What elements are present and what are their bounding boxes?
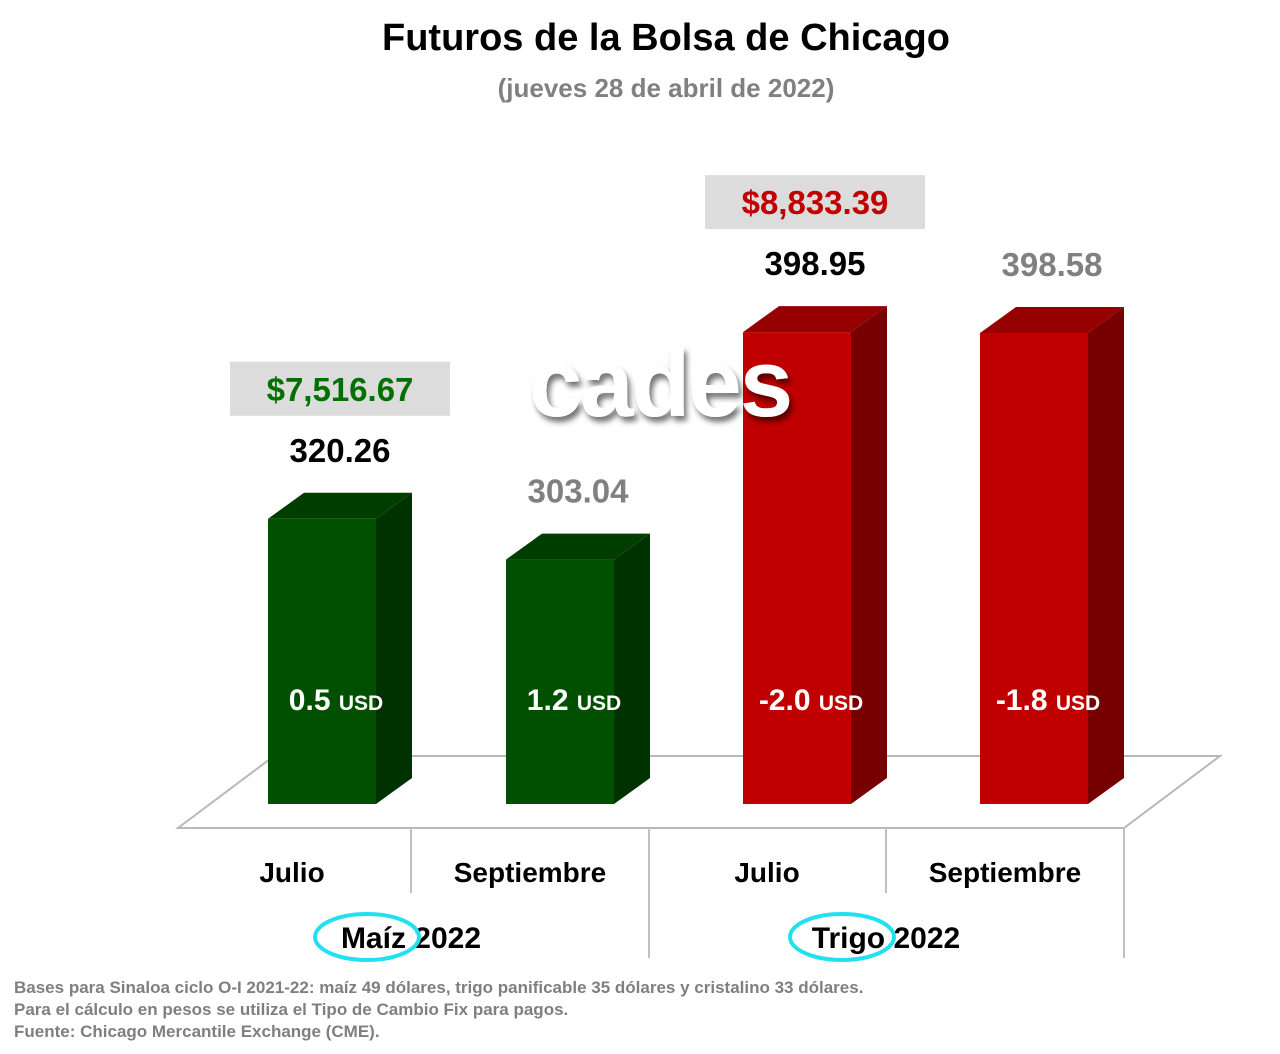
highlight-circle bbox=[313, 912, 421, 962]
bar-front bbox=[506, 559, 614, 804]
peso-price-background bbox=[230, 361, 450, 416]
value-label: 303.04 bbox=[528, 473, 630, 510]
chart-subtitle: (jueves 28 de abril de 2022) bbox=[498, 73, 835, 103]
footnote-source: Fuente: Chicago Mercantile Exchange (CME… bbox=[14, 1022, 380, 1041]
bars-layer bbox=[268, 306, 1124, 804]
value-label: 398.58 bbox=[1002, 246, 1103, 283]
group-label-text: Maíz 2022 bbox=[341, 922, 481, 955]
bar-top bbox=[743, 306, 887, 333]
bar-side bbox=[614, 533, 650, 804]
group-label: Maíz 2022 bbox=[313, 912, 481, 962]
bar-side bbox=[376, 492, 412, 804]
bar-top bbox=[268, 492, 412, 519]
bar bbox=[980, 306, 1124, 804]
footnote-tipo-cambio: Para el cálculo en pesos se utiliza el T… bbox=[14, 1000, 568, 1019]
bar-top bbox=[506, 533, 650, 560]
change-label: 0.5 USD bbox=[289, 684, 383, 717]
bar bbox=[743, 306, 887, 804]
value-label: 398.95 bbox=[765, 245, 866, 282]
category-label: Septiembre bbox=[454, 857, 607, 888]
watermark-logo: cades bbox=[529, 330, 791, 437]
peso-price-label: $7,516.67 bbox=[267, 371, 414, 408]
bar-front bbox=[980, 332, 1088, 804]
category-label: Septiembre bbox=[929, 857, 1082, 888]
bar-front bbox=[268, 518, 376, 804]
chart-title: Futuros de la Bolsa de Chicago bbox=[382, 17, 950, 59]
category-label: Julio bbox=[734, 857, 799, 888]
bar-top bbox=[980, 306, 1124, 333]
group-label-text: Trigo 2022 bbox=[812, 922, 960, 955]
bar-side bbox=[1088, 306, 1124, 804]
peso-price-box: $8,833.39 bbox=[705, 175, 925, 230]
peso-price-box: $7,516.67 bbox=[230, 361, 450, 416]
change-label: 1.2 USD bbox=[527, 684, 621, 717]
labels-layer: 320.26 0.5 USD Julio 303.04 1.2 USD Septiembr… bbox=[230, 175, 1103, 962]
highlight-circle bbox=[788, 912, 896, 962]
value-label: 320.26 bbox=[290, 432, 391, 469]
chart-floor bbox=[175, 755, 1223, 829]
category-label: Julio bbox=[259, 857, 324, 888]
bar bbox=[506, 533, 650, 804]
peso-price-label: $8,833.39 bbox=[742, 184, 889, 221]
bar bbox=[268, 492, 412, 804]
peso-price-background bbox=[705, 175, 925, 230]
bar-side bbox=[851, 306, 887, 804]
group-label: Trigo 2022 bbox=[788, 912, 960, 962]
bar-front bbox=[743, 332, 851, 804]
change-label: -1.8 USD bbox=[996, 684, 1100, 717]
footnote-bases: Bases para Sinaloa ciclo O-I 2021-22: ma… bbox=[14, 978, 863, 997]
change-label: -2.0 USD bbox=[759, 684, 863, 717]
